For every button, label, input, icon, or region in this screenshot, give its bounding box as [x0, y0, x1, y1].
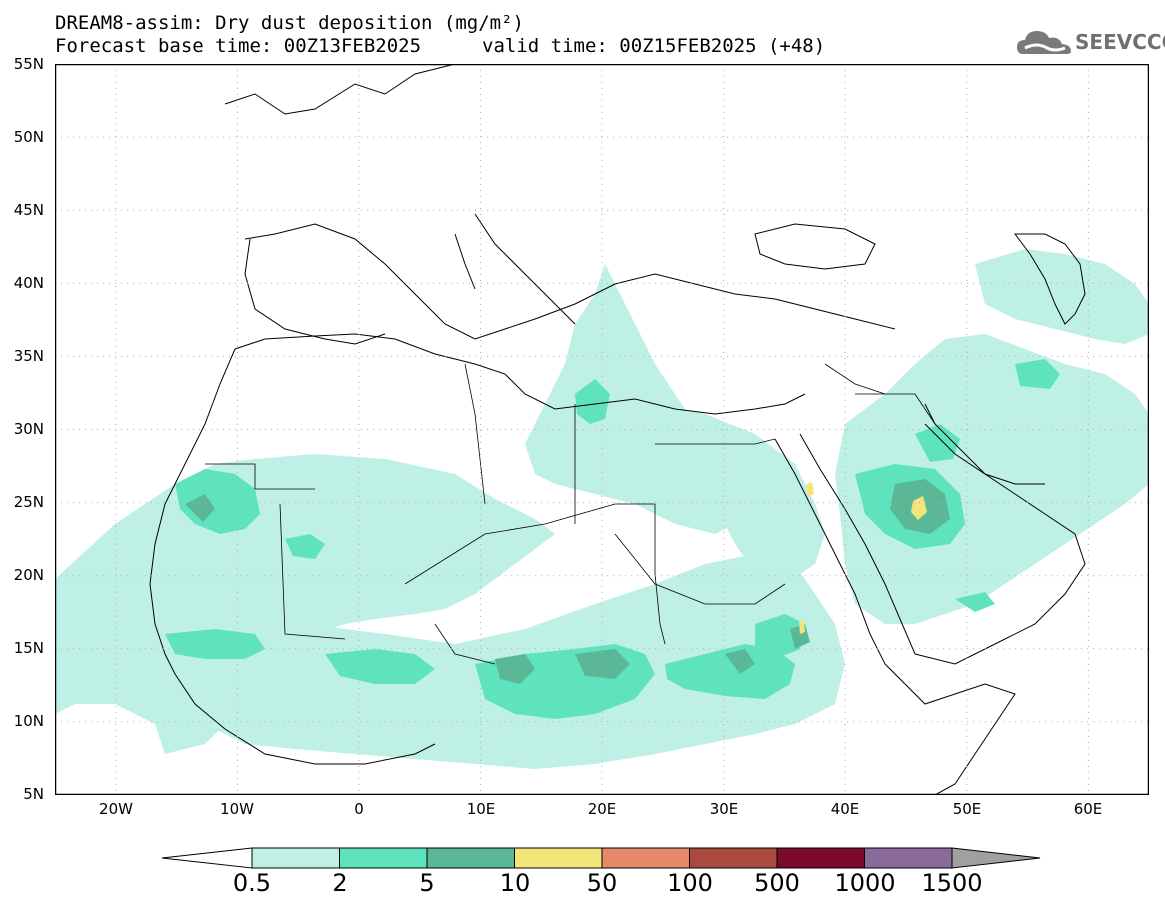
lon-label: 30E [709, 800, 739, 818]
lat-label: 15N [13, 639, 44, 657]
colorbar-cell [864, 847, 953, 869]
lon-label: 40E [830, 800, 860, 818]
colorbar-label: 1500 [921, 869, 983, 897]
colorbar-cell [251, 847, 340, 869]
logo-text: SEEVCCC [1075, 30, 1165, 54]
colorbar-label: 500 [754, 869, 800, 897]
colorbar-cell [514, 847, 603, 869]
borders [205, 363, 936, 665]
colorbar-cell [689, 847, 778, 869]
colorbar-label: 10 [499, 869, 531, 897]
lat-label: 45N [13, 201, 44, 219]
lon-label: 20E [587, 800, 617, 818]
lat-label: 30N [13, 420, 44, 438]
lat-label: 40N [13, 274, 44, 292]
lon-label: 0 [354, 800, 364, 818]
deposition-contour-10-50 [799, 482, 927, 634]
lat-label: 55N [13, 55, 44, 73]
colorbar-cell [601, 847, 690, 869]
colorbar-cell [339, 847, 428, 869]
lat-label: 10N [13, 712, 44, 730]
forecast-base-time: Forecast base time: 00Z13FEB2025 [55, 35, 422, 57]
lat-lon-gridlines [55, 64, 1149, 795]
colorbar-arrow-low [161, 847, 253, 869]
lon-label: 60E [1073, 800, 1103, 818]
colorbar-label: 1000 [834, 869, 896, 897]
seevccc-logo: SEEVCCC [1015, 24, 1165, 60]
lat-label: 20N [13, 566, 44, 584]
colorbar [161, 847, 1041, 869]
map-frame [55, 64, 1149, 795]
lat-label: 35N [13, 347, 44, 365]
cloud-icon [1017, 31, 1071, 54]
lon-label: 20W [99, 800, 133, 818]
colorbar-label: 5 [419, 869, 435, 897]
colorbar-label: 100 [667, 869, 713, 897]
lon-label: 50E [952, 800, 982, 818]
lat-label: 25N [13, 493, 44, 511]
colorbar-label: 0.5 [232, 869, 272, 897]
colorbar-cell [776, 847, 865, 869]
colorbar-label: 2 [332, 869, 348, 897]
lat-label: 50N [13, 128, 44, 146]
colorbar-arrow-high [951, 847, 1041, 869]
dust-deposition-map [55, 64, 1149, 795]
colorbar-label: 50 [586, 869, 618, 897]
colorbar-cell [426, 847, 515, 869]
valid-time: valid time: 00Z15FEB2025 (+48) [482, 35, 826, 57]
lon-label: 10E [466, 800, 496, 818]
map-title: DREAM8-assim: Dry dust deposition (mg/m²… [55, 12, 524, 34]
lat-label: 5N [23, 785, 44, 803]
lon-label: 10W [220, 800, 254, 818]
